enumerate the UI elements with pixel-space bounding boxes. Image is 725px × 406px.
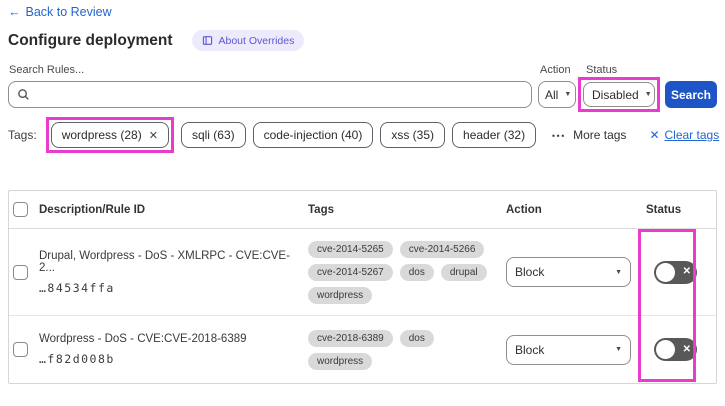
search-rules-label: Search Rules... xyxy=(9,64,85,76)
select-all-checkbox[interactable] xyxy=(12,202,28,217)
tag-pill-sqli[interactable]: sqli (63) xyxy=(180,122,246,148)
rule-action-value: Block xyxy=(515,265,545,279)
rule-action-dropdown[interactable]: Block ▼ xyxy=(506,334,631,365)
tag-chip: wordpress xyxy=(308,352,373,370)
about-overrides-badge[interactable]: About Overrides xyxy=(192,30,305,51)
table-row: Wordpress - DoS - CVE:CVE-2018-6389 …f82… xyxy=(9,316,716,383)
tag-chip: cve-2018-6389 xyxy=(308,329,393,347)
column-header-status: Status xyxy=(646,203,682,216)
tags-bar: Tags: wordpress (28) ✕ sqli (63) code-in… xyxy=(8,117,719,153)
back-to-review-link[interactable]: ← Back to Review xyxy=(8,5,112,19)
table-row: Drupal, Wordpress - DoS - XMLRPC - CVE:C… xyxy=(9,229,716,316)
tag-pill-code-injection[interactable]: code-injection (40) xyxy=(252,122,374,148)
more-tags-label: More tags xyxy=(573,128,627,142)
rule-action-dropdown[interactable]: Block ▼ xyxy=(506,257,631,287)
row-checkbox[interactable] xyxy=(12,264,28,280)
tag-pill-label: wordpress (28) xyxy=(61,128,142,142)
ellipsis-icon: ⋯ xyxy=(551,126,567,143)
column-header-tags: Tags xyxy=(308,203,334,216)
search-rules-input[interactable] xyxy=(8,81,532,108)
action-label: Action xyxy=(540,64,571,76)
rule-tags: cve-2014-5265 cve-2014-5266 cve-2014-526… xyxy=(308,240,498,304)
status-dropdown-value: Disabled xyxy=(592,87,639,102)
action-dropdown[interactable]: All ▼ xyxy=(538,81,576,108)
status-dropdown-annotation-box: Disabled ▼ xyxy=(578,77,660,112)
column-header-description: Description/Rule ID xyxy=(39,203,146,216)
clear-tags-label: Clear tags xyxy=(664,128,720,142)
chevron-down-icon: ▼ xyxy=(615,268,622,276)
chevron-down-icon: ▼ xyxy=(644,91,652,98)
rule-action-value: Block xyxy=(515,342,545,357)
more-tags-button[interactable]: ⋯ More tags xyxy=(551,127,626,144)
tag-chip: wordpress xyxy=(308,286,373,304)
close-icon: ✕ xyxy=(649,128,660,142)
rule-id: …84534ffa xyxy=(39,280,115,295)
rules-table: Description/Rule ID Tags Action Status D… xyxy=(8,190,717,384)
toggle-off-icon: ✕ xyxy=(682,343,691,355)
book-icon xyxy=(202,35,213,46)
tag-pill-wordpress[interactable]: wordpress (28) ✕ xyxy=(50,122,169,148)
rule-description: Drupal, Wordpress - DoS - XMLRPC - CVE:C… xyxy=(39,249,290,274)
status-toggle[interactable]: ✕ xyxy=(654,260,697,284)
title-row: Configure deployment About Overrides xyxy=(8,30,305,51)
rule-tags: cve-2018-6389 dos wordpress xyxy=(308,329,498,370)
tag-pill-xss[interactable]: xss (35) xyxy=(380,122,446,148)
tags-label: Tags: xyxy=(8,128,37,142)
status-dropdown[interactable]: Disabled ▼ xyxy=(583,82,655,107)
table-header-row: Description/Rule ID Tags Action Status xyxy=(9,191,716,229)
back-arrow-icon: ← xyxy=(8,5,21,19)
rule-id: …f82d008b xyxy=(39,352,115,366)
tag-chip: drupal xyxy=(440,263,487,281)
close-icon[interactable]: ✕ xyxy=(148,129,158,142)
chevron-down-icon: ▼ xyxy=(615,346,622,353)
tag-chip: dos xyxy=(399,263,434,281)
action-dropdown-value: All xyxy=(545,87,559,102)
toggle-knob xyxy=(656,262,675,282)
chevron-down-icon: ▼ xyxy=(564,91,572,98)
toggle-off-icon: ✕ xyxy=(682,266,691,278)
column-header-action: Action xyxy=(506,203,542,216)
search-button[interactable]: Search xyxy=(665,81,717,108)
clear-tags-link[interactable]: ✕ Clear tags xyxy=(649,128,719,142)
page-title: Configure deployment xyxy=(8,31,173,49)
status-label: Status xyxy=(586,64,618,76)
back-link-label: Back to Review xyxy=(25,5,112,19)
tag-chip: cve-2014-5265 xyxy=(308,240,393,258)
rule-description: Wordpress - DoS - CVE:CVE-2018-6389 xyxy=(39,333,247,345)
status-toggle[interactable]: ✕ xyxy=(654,338,697,361)
selected-tag-annotation-box: wordpress (28) ✕ xyxy=(45,117,174,153)
tag-chip: cve-2014-5267 xyxy=(308,263,393,281)
search-icon xyxy=(17,88,30,101)
tag-chip: cve-2014-5266 xyxy=(399,240,485,258)
tag-pill-header[interactable]: header (32) xyxy=(452,122,537,148)
toggle-knob xyxy=(656,340,675,359)
about-overrides-label: About Overrides xyxy=(218,34,295,47)
tag-chip: dos xyxy=(399,329,434,347)
row-checkbox[interactable] xyxy=(12,342,28,357)
